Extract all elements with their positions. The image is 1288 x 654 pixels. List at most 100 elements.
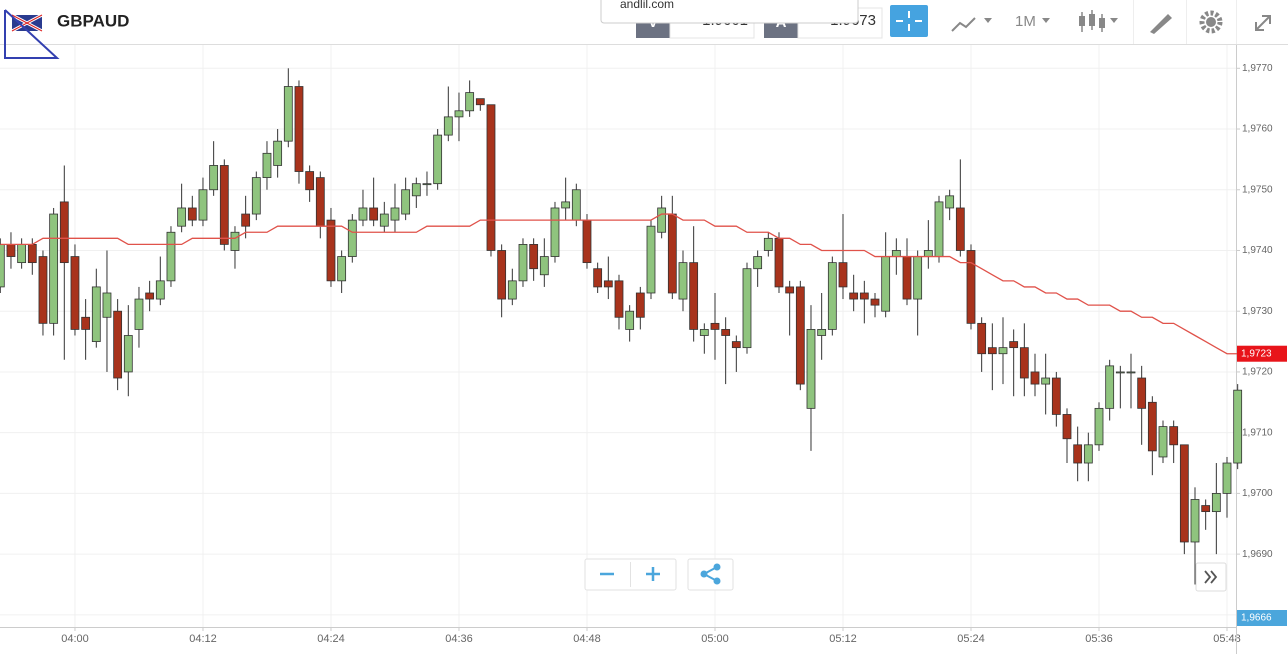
y-tick-label: 1,9730	[1242, 306, 1273, 317]
fullscreen-icon[interactable]	[1255, 15, 1271, 31]
candle-body	[422, 183, 432, 186]
dropdown-arrow	[1110, 18, 1118, 23]
candle-body	[1137, 377, 1147, 409]
candle-body	[358, 207, 368, 221]
candle-body	[1169, 426, 1179, 446]
candle-body	[401, 189, 411, 215]
share-dot	[700, 570, 708, 578]
x-tick-label: 05:00	[701, 633, 729, 645]
candle-body	[806, 329, 816, 409]
candle-body	[486, 104, 496, 251]
crosshair-icon	[896, 11, 922, 31]
candle-body	[17, 244, 27, 264]
candle-body	[475, 98, 485, 106]
candle-body	[91, 286, 101, 342]
candle-body	[177, 207, 187, 227]
candle-body	[795, 286, 805, 385]
price-label: 1,9723	[1241, 348, 1272, 359]
candle-body	[923, 250, 933, 257]
chart-type-icon[interactable]	[951, 17, 976, 32]
candle-body	[507, 280, 517, 300]
candle-body	[902, 256, 912, 300]
candle-body	[70, 256, 80, 330]
candle-body	[166, 231, 176, 282]
candle-body	[571, 189, 581, 221]
settings-icon[interactable]	[1199, 10, 1223, 34]
candle-body	[1041, 377, 1051, 385]
candle-body	[774, 237, 784, 288]
zoom-in[interactable]	[646, 567, 660, 581]
candle-body	[411, 183, 421, 197]
share-button[interactable]	[687, 558, 734, 591]
candle-body	[81, 316, 91, 330]
candle-body	[881, 256, 891, 312]
candle-body	[1062, 414, 1072, 440]
candle-body	[550, 207, 560, 257]
draw-icon[interactable]	[1150, 14, 1172, 34]
candle-body	[219, 165, 229, 245]
share-dot	[713, 577, 721, 585]
candle-body	[593, 268, 603, 288]
candle-body	[1147, 401, 1157, 452]
candle-body	[1190, 499, 1200, 543]
candle-body	[955, 207, 965, 251]
candle-body	[1211, 492, 1221, 513]
candle-body	[145, 292, 155, 300]
candle-body	[38, 256, 48, 324]
y-tick-label: 1,9740	[1242, 245, 1273, 256]
moving-average	[0, 213, 1238, 355]
candle-body	[379, 213, 389, 227]
candles-icon-part	[1099, 18, 1105, 28]
candle-body	[209, 165, 219, 191]
candle-body	[998, 347, 1008, 355]
candle-body	[859, 292, 869, 300]
candle-body	[113, 310, 123, 379]
x-tick-label: 04:12	[189, 633, 217, 645]
candle-body	[1115, 371, 1125, 374]
candle-body	[1158, 426, 1168, 458]
scroll-right-icon	[1204, 570, 1218, 584]
candle-body	[283, 86, 293, 142]
candle-body	[1051, 377, 1061, 415]
x-tick-label: 05:12	[829, 633, 857, 645]
candle-body	[667, 213, 677, 294]
candle-body	[838, 262, 848, 288]
candle-body	[433, 134, 443, 185]
candle-body	[1083, 444, 1093, 464]
candle-body	[443, 116, 453, 136]
candle-body	[465, 92, 475, 112]
candle-body	[1094, 407, 1104, 446]
x-tick-label: 04:48	[573, 633, 601, 645]
candle-body	[315, 177, 325, 227]
y-tick-label: 1,9720	[1242, 367, 1273, 378]
candle-body	[635, 292, 645, 318]
flag-cross	[11, 14, 43, 32]
y-tick-label: 1,9750	[1242, 184, 1273, 195]
candle-body	[1105, 365, 1115, 409]
crosshair-button[interactable]	[890, 5, 928, 37]
x-tick-label: 05:24	[957, 633, 985, 645]
timeframe[interactable]: 1M	[1015, 13, 1036, 30]
candle-body	[763, 237, 773, 251]
candle-body	[273, 140, 283, 166]
candle-body	[678, 262, 688, 300]
share-dot	[713, 563, 721, 571]
candle-body	[603, 280, 613, 288]
candle-body	[945, 195, 955, 209]
candle-body	[518, 244, 528, 282]
candle-body	[1126, 371, 1136, 374]
candle-body	[699, 329, 709, 336]
candle-body	[539, 256, 549, 276]
candle-body	[966, 250, 976, 324]
candle-body	[187, 207, 197, 221]
settings-icon-center	[1206, 17, 1216, 27]
price-label-box	[1237, 345, 1287, 362]
y-tick-label: 1,9770	[1242, 63, 1273, 74]
candle-body	[305, 171, 315, 191]
x-tick-label: 04:36	[445, 633, 473, 645]
popup	[600, 0, 859, 24]
candle-body	[1019, 347, 1029, 379]
